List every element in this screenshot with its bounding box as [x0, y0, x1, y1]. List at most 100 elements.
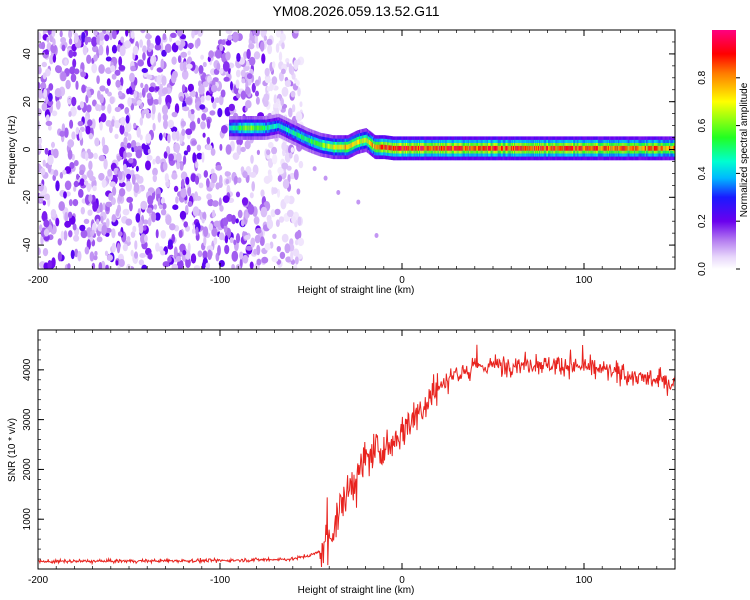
spectrogram-cell — [81, 31, 86, 43]
spectrogram-cell — [295, 80, 300, 87]
spectrogram-cell — [255, 90, 259, 97]
spectrogram-cell — [139, 39, 144, 48]
spectrogram-track-cell — [344, 144, 347, 150]
spectrogram-cell — [272, 61, 276, 69]
spectrogram-cell — [147, 148, 151, 155]
spectrogram-track-cell — [326, 143, 328, 149]
spectrogram-cell — [40, 82, 47, 91]
spectrogram-track-cell — [408, 145, 410, 151]
spectrogram-cell — [235, 191, 241, 198]
spectrogram-cell — [153, 204, 158, 210]
spectrogram-cell — [293, 153, 299, 163]
spectrogram-track-cell — [645, 145, 647, 151]
spectrogram-cell — [218, 94, 224, 106]
spectrogram-track-cell — [470, 145, 472, 151]
spectrogram-cell — [256, 42, 260, 49]
spectrogram-cell — [187, 42, 194, 49]
x-tick-label: -200 — [28, 575, 48, 586]
spectrogram-cell — [224, 235, 229, 244]
spectrogram-cell — [231, 264, 235, 269]
spectrogram-cell — [42, 159, 46, 167]
spectrogram-cell — [148, 86, 155, 93]
spectrogram-cell — [237, 209, 243, 219]
spectrogram-track-cell — [548, 145, 550, 151]
spectrogram-cell — [208, 50, 214, 59]
spectrogram-track-cell — [396, 145, 398, 151]
spectrogram-track-cell — [233, 125, 235, 131]
spectrogram-cell — [71, 131, 76, 140]
spectrogram-cell — [110, 65, 116, 72]
spectrogram-cell — [141, 143, 146, 150]
spectrogram-track-cell — [604, 145, 606, 151]
spectrogram-cell — [224, 171, 230, 177]
spectrogram-cell — [134, 251, 138, 259]
spectrogram-cell — [264, 67, 270, 77]
spectrogram-track-cell — [246, 125, 248, 131]
spectrogram-cell — [147, 252, 153, 260]
spectrogram-cell — [73, 185, 77, 192]
spectrogram-track-cell — [646, 145, 648, 151]
spectrogram-cell — [80, 71, 86, 78]
spectrogram-track-cell — [636, 145, 638, 151]
spectrogram-cell — [86, 36, 92, 43]
spectrogram-cell — [171, 111, 178, 118]
spectrogram-cell — [161, 75, 167, 86]
spectrogram-track-cell — [555, 145, 557, 151]
spectrogram-cell — [50, 43, 57, 54]
spectrogram-track-cell — [456, 145, 458, 151]
spectrogram-cell — [167, 133, 171, 144]
spectrogram-cell — [162, 261, 170, 268]
spectrogram-cell — [99, 94, 104, 104]
spectrogram-cell — [146, 38, 151, 48]
spectrogram-track-cell — [386, 145, 388, 150]
spectrogram-cell — [86, 104, 92, 113]
spectrogram-track-cell — [293, 130, 295, 136]
spectrogram-cell — [253, 51, 261, 60]
spectrogram-track-cell — [608, 145, 610, 151]
spectrogram-track-cell — [347, 144, 349, 150]
spectrogram-cell — [125, 218, 133, 226]
spectrogram-cell — [135, 165, 139, 172]
spectrogram-cell — [247, 204, 255, 215]
spectrogram-cell — [72, 51, 77, 57]
spectrogram-cell — [38, 88, 43, 100]
spectrogram-cell — [118, 65, 126, 71]
snr-x-label: Height of straight line (km) — [298, 585, 415, 596]
spectrogram-cell — [63, 230, 68, 241]
spectrogram-cell — [179, 61, 184, 72]
spectrogram-cell — [152, 167, 158, 176]
spectrogram-cell — [261, 53, 266, 64]
spectrogram-track-cell — [501, 145, 503, 151]
spectrogram-cell — [259, 236, 265, 247]
spectrogram-track-cell — [534, 145, 537, 151]
spectrogram-track-cell — [340, 144, 342, 150]
spectrogram-track-cell — [461, 145, 463, 151]
spectrogram-cell — [214, 97, 221, 103]
spectrogram-track-cell — [504, 145, 506, 151]
spectrogram-track-cell — [551, 145, 553, 151]
spectrogram-cell — [41, 41, 46, 50]
spectrogram-track-cell — [510, 145, 513, 151]
spectrogram-y-label: Frequency (Hz) — [7, 116, 18, 185]
spectrogram-cell — [167, 119, 174, 129]
spectrogram-track-cell — [250, 125, 253, 131]
spectrogram-track-cell — [588, 145, 590, 151]
spectrogram-cell — [263, 93, 270, 102]
spectrogram-cell — [225, 30, 233, 35]
spectrogram-track-cell — [545, 145, 548, 151]
spectrogram-cell — [187, 109, 192, 119]
spectrogram-track-cell — [389, 145, 391, 151]
spectrogram-cell — [232, 152, 240, 160]
spectrogram-cell — [228, 103, 235, 112]
spectrogram-cell — [154, 43, 162, 51]
spectrogram-cell — [163, 132, 167, 138]
spectrogram-track-cell — [543, 145, 545, 151]
spectrogram-cell — [203, 235, 207, 247]
spectrogram-cell — [236, 144, 242, 156]
spectrogram-cell — [290, 147, 295, 153]
spectrogram-cell — [106, 218, 110, 228]
spectrogram-track-cell — [319, 142, 321, 147]
spectrogram-track-cell — [323, 142, 325, 148]
spectrogram-track-cell — [574, 145, 576, 151]
spectrogram-track-cell — [516, 145, 518, 151]
